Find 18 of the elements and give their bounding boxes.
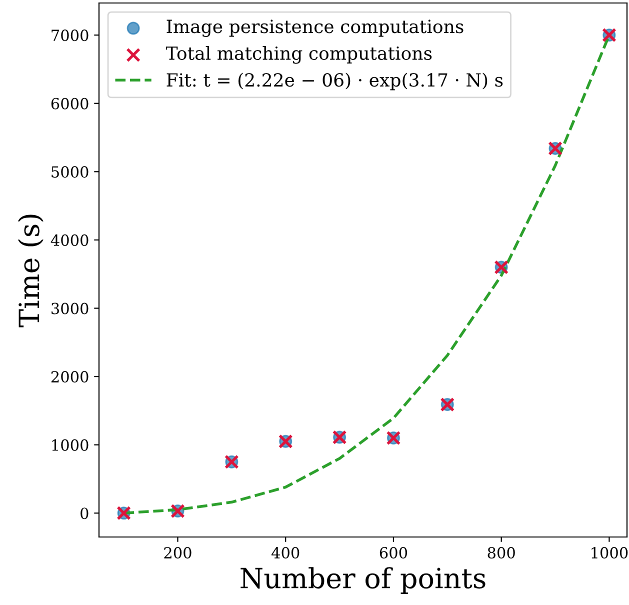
x-axis-title: Number of points [240, 567, 486, 594]
y-tick-label: 6000 [51, 98, 88, 110]
y-tick-label: 2000 [51, 370, 88, 383]
y-tick-label: 1000 [52, 439, 88, 451]
legend-label: Image persistence computations [166, 20, 464, 37]
x-tick-label: 200 [164, 546, 192, 559]
y-tick-label: 4000 [50, 234, 88, 246]
y-axis-title: Time (s) [18, 214, 44, 328]
x-tick-label: 400 [271, 546, 300, 559]
y-tick-label: 3000 [52, 302, 88, 314]
legend-label: Fit: t = (2.22e − 06) · exp(3.17 · N) s [166, 72, 503, 90]
y-tick-label: 7000 [52, 30, 88, 42]
y-tick-label: 5000 [52, 166, 88, 178]
x-tick-label: 1000 [592, 546, 628, 559]
legend-label: Total matching computations [166, 46, 432, 64]
x-tick-label: 800 [488, 546, 515, 559]
y-tick-label: 0 [80, 508, 88, 520]
x-tick-label: 600 [380, 546, 408, 559]
